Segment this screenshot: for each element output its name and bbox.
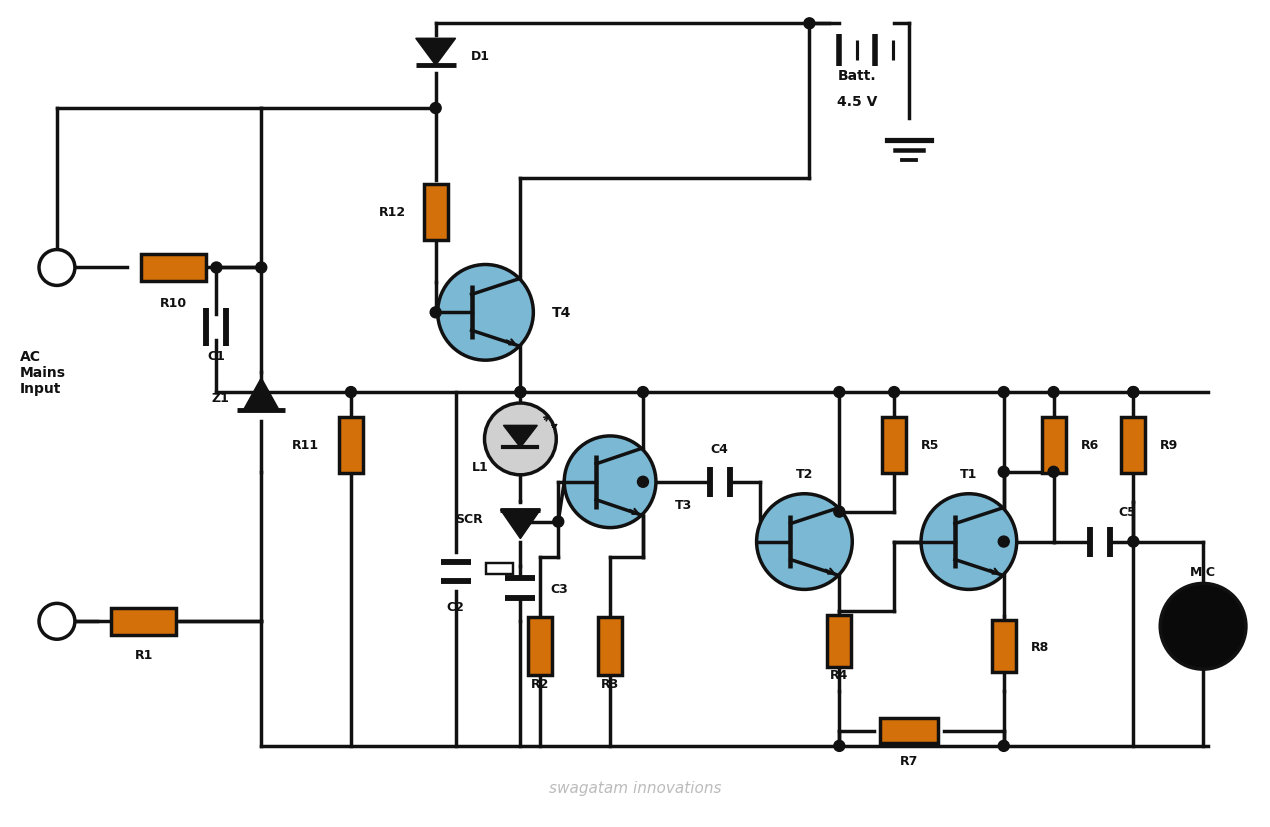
Circle shape xyxy=(804,19,815,30)
FancyBboxPatch shape xyxy=(883,418,906,473)
Text: R9: R9 xyxy=(1161,439,1179,452)
Polygon shape xyxy=(415,39,456,66)
Circle shape xyxy=(485,404,556,476)
Text: C5: C5 xyxy=(1119,505,1137,519)
Text: AC
Mains
Input: AC Mains Input xyxy=(20,350,66,396)
Circle shape xyxy=(998,387,1010,398)
Text: R2: R2 xyxy=(531,676,550,690)
Circle shape xyxy=(431,103,441,114)
Circle shape xyxy=(564,437,655,528)
Text: T3: T3 xyxy=(674,499,692,512)
Polygon shape xyxy=(500,510,540,539)
Circle shape xyxy=(39,251,75,286)
FancyBboxPatch shape xyxy=(485,564,513,575)
FancyBboxPatch shape xyxy=(598,618,622,676)
Text: Batt.: Batt. xyxy=(838,69,876,83)
FancyBboxPatch shape xyxy=(1121,418,1146,473)
Text: T2: T2 xyxy=(796,468,813,480)
FancyBboxPatch shape xyxy=(880,719,939,743)
Text: swagatam innovations: swagatam innovations xyxy=(549,781,721,796)
FancyBboxPatch shape xyxy=(141,255,206,282)
Circle shape xyxy=(1128,537,1139,547)
Text: C2: C2 xyxy=(447,600,465,613)
Circle shape xyxy=(39,604,75,639)
Circle shape xyxy=(834,740,845,752)
Text: R5: R5 xyxy=(921,439,940,452)
FancyBboxPatch shape xyxy=(528,618,552,676)
Text: T4: T4 xyxy=(552,306,572,320)
Circle shape xyxy=(998,466,1010,478)
Circle shape xyxy=(1161,584,1246,669)
Circle shape xyxy=(552,517,564,528)
Polygon shape xyxy=(503,426,537,448)
Text: R11: R11 xyxy=(292,439,319,452)
Text: T1: T1 xyxy=(960,468,978,480)
Circle shape xyxy=(998,740,1010,752)
Text: C1: C1 xyxy=(207,349,225,362)
FancyBboxPatch shape xyxy=(1041,418,1066,473)
FancyBboxPatch shape xyxy=(992,620,1016,672)
Text: 4.5 V: 4.5 V xyxy=(837,95,878,109)
Text: R10: R10 xyxy=(160,297,187,309)
Text: C4: C4 xyxy=(711,442,729,456)
Text: R1: R1 xyxy=(135,648,152,661)
Circle shape xyxy=(834,387,845,398)
Text: D1: D1 xyxy=(471,50,489,63)
FancyBboxPatch shape xyxy=(112,608,177,635)
Circle shape xyxy=(514,387,526,398)
Text: MIC: MIC xyxy=(1201,626,1204,627)
Circle shape xyxy=(255,387,267,398)
Circle shape xyxy=(834,507,845,518)
Text: R7: R7 xyxy=(900,754,918,767)
Circle shape xyxy=(1128,387,1139,398)
Text: R6: R6 xyxy=(1081,439,1099,452)
FancyBboxPatch shape xyxy=(339,418,363,473)
Circle shape xyxy=(431,308,441,318)
Circle shape xyxy=(998,537,1010,547)
Circle shape xyxy=(638,387,649,398)
Circle shape xyxy=(757,494,852,590)
Circle shape xyxy=(345,387,357,398)
Text: R3: R3 xyxy=(601,676,620,690)
Text: R12: R12 xyxy=(378,206,406,219)
FancyBboxPatch shape xyxy=(424,184,447,241)
Circle shape xyxy=(255,387,267,398)
Text: C3: C3 xyxy=(550,582,568,595)
Text: SCR: SCR xyxy=(455,513,483,525)
Text: Z1: Z1 xyxy=(212,391,230,404)
Circle shape xyxy=(211,263,222,274)
Text: L1: L1 xyxy=(472,461,489,474)
Text: R4: R4 xyxy=(831,668,848,681)
Circle shape xyxy=(255,263,267,274)
Text: MIC: MIC xyxy=(1190,566,1217,578)
Circle shape xyxy=(438,265,533,361)
Polygon shape xyxy=(244,379,279,411)
Circle shape xyxy=(889,387,899,398)
Circle shape xyxy=(638,476,649,488)
Circle shape xyxy=(921,494,1017,590)
Circle shape xyxy=(1128,387,1139,398)
Circle shape xyxy=(1048,387,1059,398)
Circle shape xyxy=(514,387,526,398)
FancyBboxPatch shape xyxy=(827,615,851,667)
Text: R8: R8 xyxy=(1031,640,1049,653)
Circle shape xyxy=(1048,466,1059,478)
